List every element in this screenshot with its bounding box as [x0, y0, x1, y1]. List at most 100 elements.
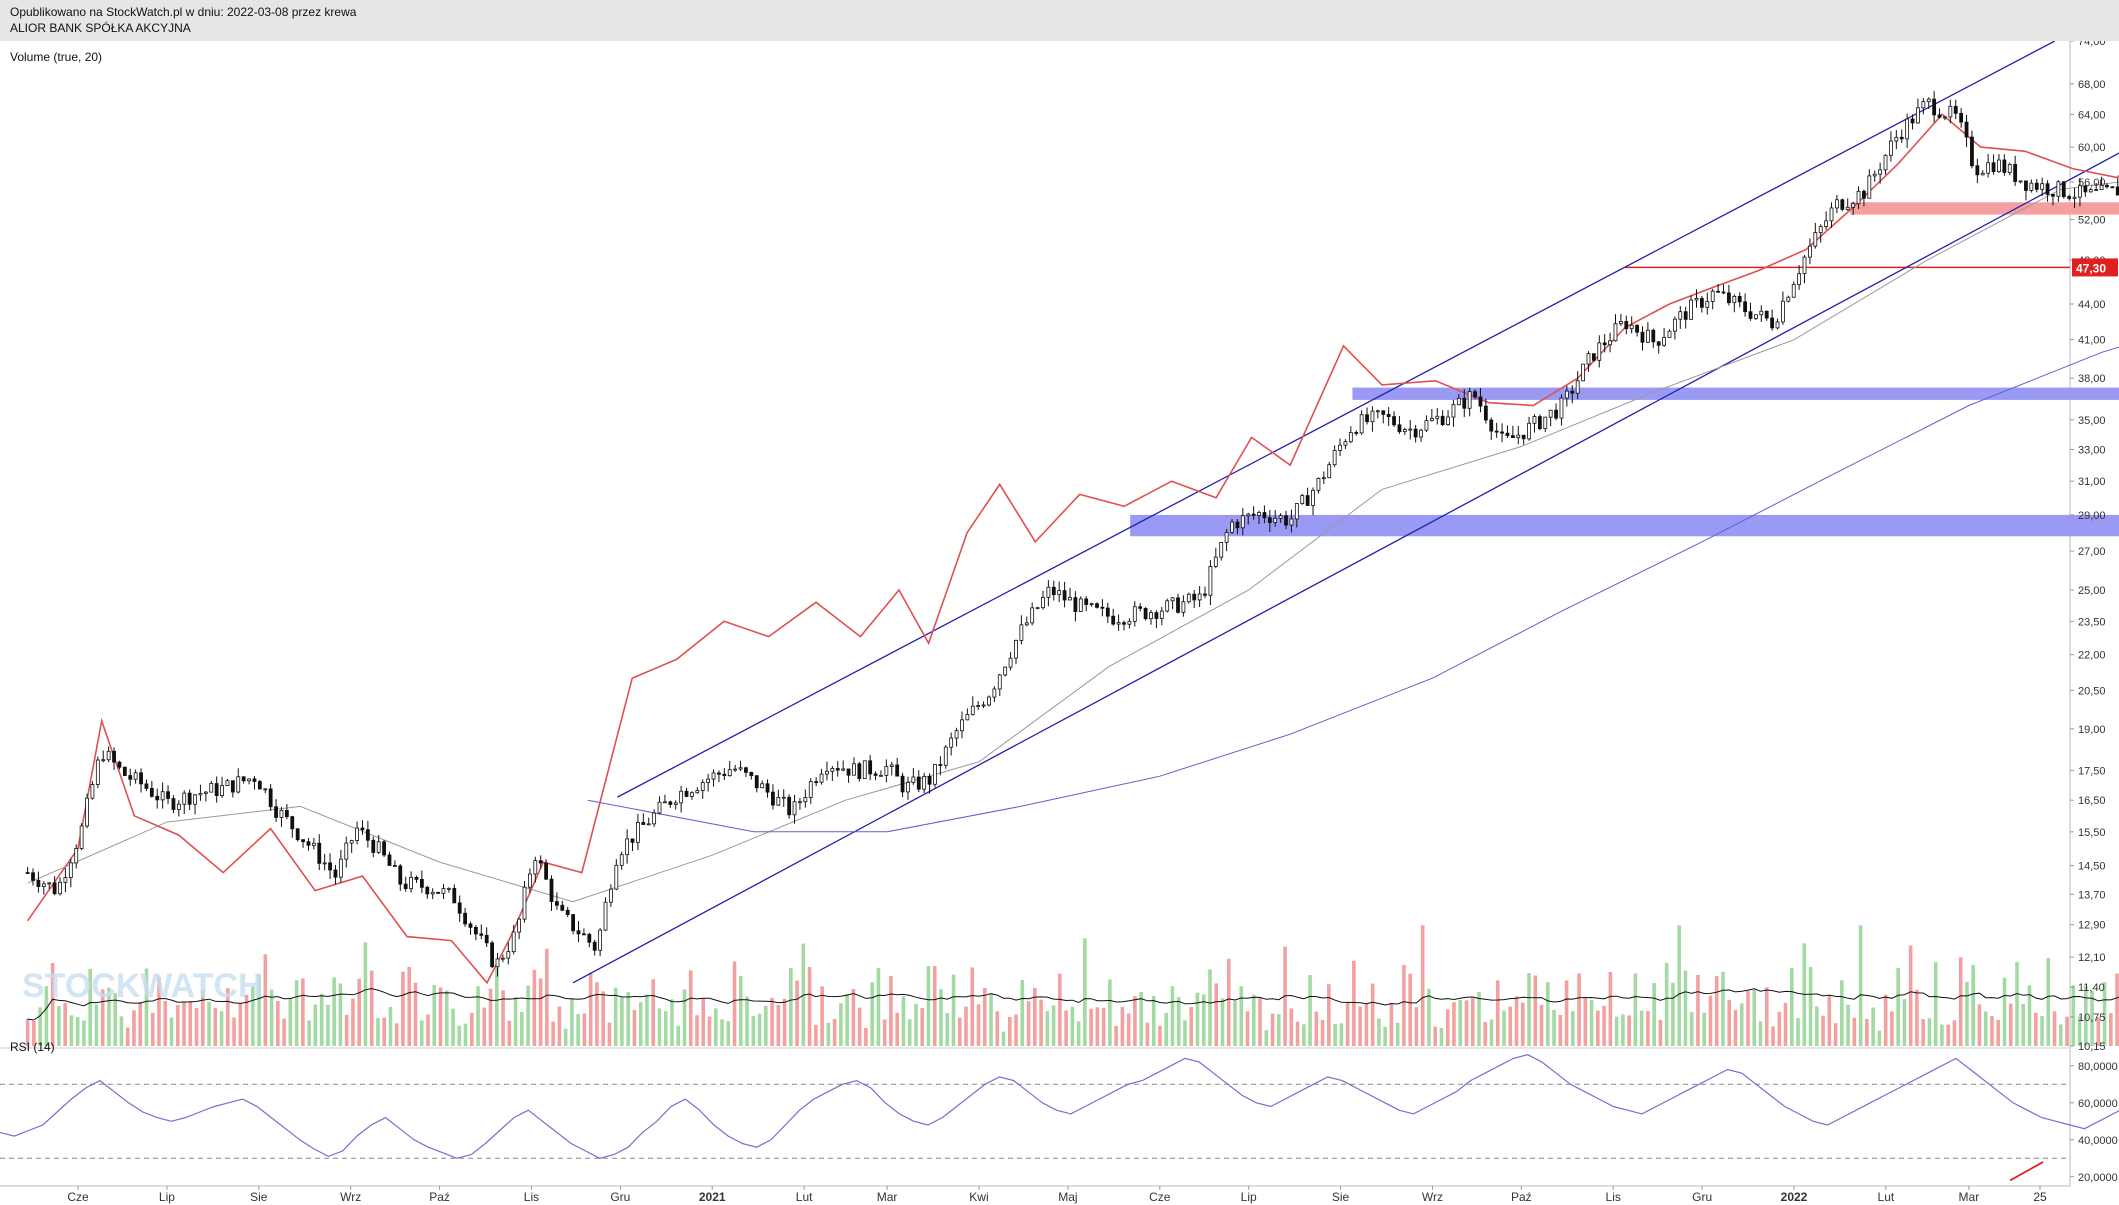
candle — [1808, 238, 1812, 265]
candle-body — [614, 864, 619, 890]
candle — [1014, 639, 1018, 665]
candle — [760, 780, 765, 789]
candle-body — [1181, 601, 1186, 613]
candle — [1618, 313, 1623, 326]
volume-bar — [1120, 1007, 1125, 1046]
volume-bar — [338, 983, 343, 1046]
volume-bar — [1058, 973, 1062, 1046]
candle — [139, 768, 143, 793]
volume-bar — [1302, 1024, 1306, 1046]
candle — [1230, 519, 1234, 534]
candle-body — [2029, 182, 2034, 191]
candle — [338, 849, 343, 883]
volume-bar — [1220, 998, 1225, 1046]
volume-bar — [226, 988, 230, 1046]
candle-body — [630, 838, 635, 843]
candle — [446, 887, 451, 893]
candle — [1203, 586, 1207, 599]
candle-body — [1575, 380, 1580, 394]
candle-body — [1975, 165, 1980, 176]
volume-bar — [1214, 983, 1219, 1046]
candle — [1737, 292, 1742, 308]
candle — [1932, 91, 1937, 123]
candle — [852, 757, 856, 776]
volume-bar — [351, 998, 355, 1046]
volume-bar — [1952, 1020, 1957, 1046]
volume-bar — [1358, 1006, 1362, 1046]
candle — [673, 800, 678, 810]
volume-bar — [257, 974, 261, 1046]
volume-bar — [1583, 997, 1588, 1046]
candle — [792, 794, 797, 824]
volume-bar — [1871, 1007, 1875, 1046]
volume-bar — [613, 987, 618, 1046]
candle — [1997, 154, 2001, 173]
candle-body — [268, 788, 273, 808]
candle-body — [209, 783, 214, 793]
candle — [1840, 198, 1845, 212]
candle — [1159, 607, 1164, 626]
candle — [657, 796, 662, 815]
candle — [1321, 471, 1326, 484]
candle — [25, 866, 30, 874]
candle-body — [441, 888, 446, 894]
candle — [387, 851, 392, 866]
candle — [398, 864, 403, 891]
volume-bar — [2015, 961, 2019, 1046]
volume-bar — [645, 994, 649, 1046]
candle-body — [1516, 434, 1521, 439]
volume-bar — [2052, 1011, 2057, 1046]
candle-body — [1851, 203, 1856, 208]
candle — [679, 785, 684, 813]
candle-body — [803, 797, 808, 803]
candle — [365, 820, 370, 848]
candle — [1192, 590, 1197, 609]
candle-body — [41, 883, 46, 887]
candle — [587, 932, 592, 948]
candle-body — [247, 778, 251, 782]
candle — [52, 876, 57, 896]
candle-body — [1835, 199, 1839, 209]
candle-body — [1894, 136, 1899, 142]
sr-zone — [1352, 387, 2119, 400]
candle-body — [895, 764, 900, 777]
candle — [1057, 581, 1062, 602]
candle-body — [398, 865, 403, 885]
candle-body — [457, 902, 462, 914]
volume-bar — [357, 978, 361, 1046]
candle — [1100, 599, 1105, 617]
candle-body — [1921, 101, 1926, 109]
candle-body — [1672, 318, 1677, 332]
candle-body — [1656, 341, 1661, 346]
time-tick-label: Sie — [1332, 1190, 1350, 1204]
candle-body — [960, 719, 964, 732]
volume-bar — [1408, 973, 1412, 1046]
volume-bar — [1552, 1009, 1556, 1046]
candle — [63, 868, 68, 893]
candle-body — [663, 801, 667, 804]
candle-body — [1591, 353, 1596, 361]
price-tick-label: 29,00 — [2078, 510, 2106, 522]
candle — [1824, 211, 1829, 230]
price-tick-label: 20,50 — [2078, 685, 2106, 697]
candle-body — [2024, 180, 2028, 191]
candle-body — [533, 860, 538, 875]
candle-body — [1192, 593, 1197, 601]
candle — [565, 906, 570, 918]
candle-body — [852, 763, 856, 776]
candle-body — [1489, 419, 1494, 432]
candle-body — [1932, 98, 1937, 116]
candle — [1051, 580, 1056, 601]
candle — [1138, 603, 1143, 612]
candle-body — [1948, 105, 1953, 118]
candle-body — [2099, 184, 2104, 191]
candle — [1980, 170, 1985, 176]
candle — [403, 876, 408, 892]
candle-body — [479, 933, 484, 936]
volume-bar — [889, 975, 893, 1046]
price-tick-label: 31,00 — [2078, 476, 2106, 488]
volume-bar — [25, 1018, 30, 1046]
volume-bar — [419, 1020, 424, 1046]
volume-bar — [1001, 1031, 1006, 1046]
volume-bar — [557, 1006, 562, 1046]
